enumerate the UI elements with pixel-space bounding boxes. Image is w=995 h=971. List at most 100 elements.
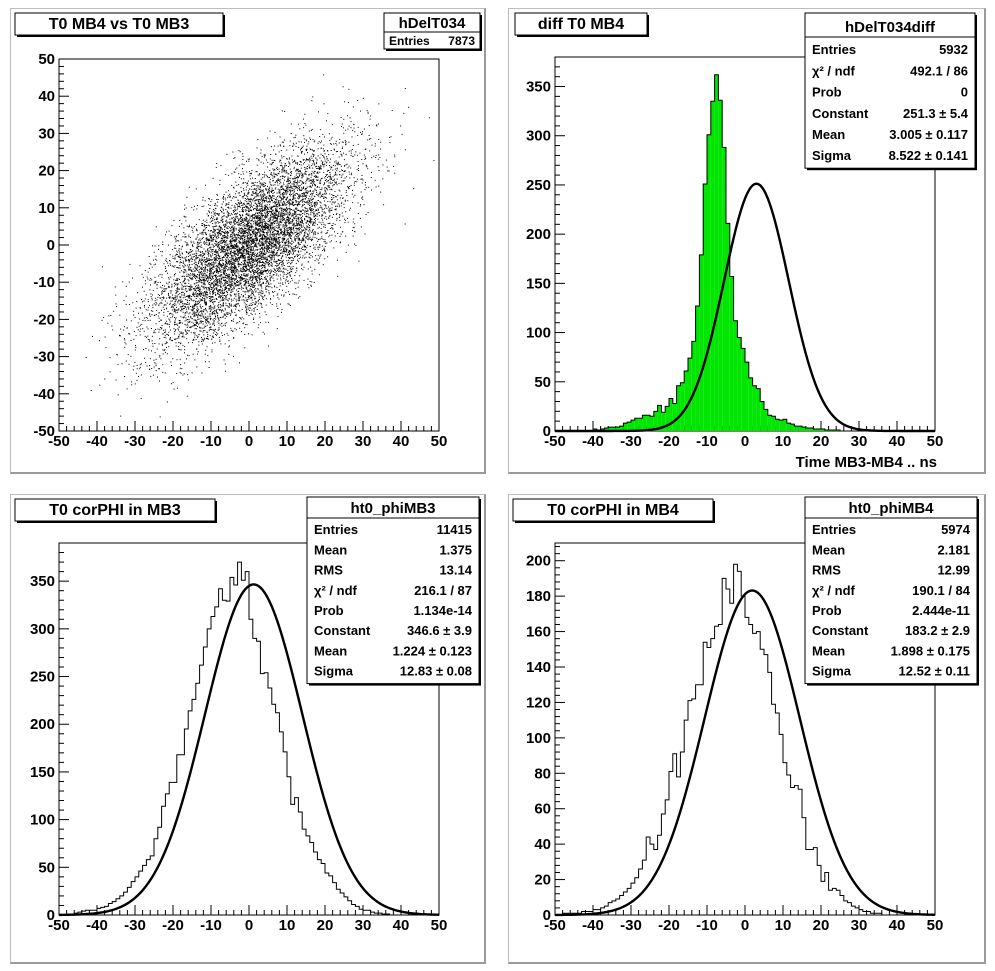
scatter-point [308,220,310,222]
scatter-point [335,214,337,215]
scatter-point [227,203,229,205]
scatter-point [305,167,307,169]
scatter-point [269,235,271,237]
scatter-point [195,321,197,323]
scatter-point [250,286,251,288]
scatter-point [293,177,295,179]
scatter-point [317,209,319,211]
scatter-point [264,250,265,252]
scatter-point [189,269,191,271]
scatter-point [239,280,241,282]
scatter-point [207,318,209,320]
scatter-point [289,228,290,230]
scatter-point [360,191,362,193]
scatter-point [132,302,134,304]
scatter-point [259,241,261,243]
scatter-point [233,230,235,232]
scatter-point [215,287,217,289]
scatter-point [219,241,221,243]
scatter-point [274,202,276,204]
scatter-point [174,318,176,320]
scatter-point [264,240,266,242]
scatter-point [247,158,249,160]
scatter-point [255,288,257,290]
scatter-point [154,352,156,354]
scatter-point [192,231,194,233]
scatter-point [260,213,262,215]
scatter-point [310,218,312,220]
scatter-point [268,247,270,248]
scatter-point [187,279,189,281]
scatter-point [203,269,205,271]
scatter-point [232,261,234,263]
scatter-point [265,270,266,272]
scatter-point [188,251,190,253]
scatter-point [183,293,185,295]
scatter-point [294,160,296,162]
scatter-point [161,290,163,292]
scatter-point [247,222,249,224]
scatter-point [237,224,239,226]
scatter-point [319,192,321,194]
scatter-point [302,230,304,232]
scatter-point [233,337,235,339]
scatter-point [244,275,246,277]
scatter-point [259,220,261,222]
scatter-point [247,214,249,216]
scatter-point [263,253,265,255]
scatter-point [175,241,177,243]
scatter-point [205,321,206,323]
scatter-point [248,260,250,262]
scatter-point [366,110,368,112]
scatter-point [343,118,345,120]
scatter-point [312,163,314,165]
scatter-point [182,288,184,290]
scatter-point [286,230,288,232]
scatter-point [147,299,149,301]
scatter-point [179,288,180,290]
scatter-point [259,313,261,315]
scatter-point [301,221,303,223]
scatter-point [285,244,287,246]
scatter-point [229,221,231,223]
scatter-point [274,222,276,224]
scatter-point [198,245,200,247]
scatter-point [301,240,302,242]
scatter-point [208,295,210,297]
scatter-point [348,141,350,143]
scatter-point [190,327,192,329]
x-tick-label: 30 [355,433,372,450]
scatter-point [231,263,233,265]
scatter-point [228,252,230,254]
scatter-point [257,261,258,263]
scatter-point [192,339,194,341]
scatter-point [309,148,311,150]
scatter-point [289,254,290,255]
scatter-point [250,245,251,247]
scatter-point [256,231,258,233]
scatter-point [300,194,302,196]
scatter-point [291,278,293,279]
scatter-point [215,213,217,215]
scatter-point [278,248,280,250]
scatter-point [242,247,244,249]
scatter-point [155,365,157,367]
scatter-point [373,155,375,157]
scatter-point [263,299,265,301]
scatter-point [295,262,297,264]
scatter-point [134,361,136,363]
scatter-point [166,297,168,299]
scatter-point [235,254,237,255]
scatter-point [202,275,204,277]
scatter-point [188,308,190,310]
scatter-point [243,173,245,175]
scatter-point [249,209,251,211]
scatter-point [354,154,356,156]
scatter-point [244,207,246,209]
scatter-point [286,231,288,233]
scatter-point [174,299,176,301]
scatter-point [362,163,364,165]
scatter-point [255,255,257,257]
scatter-point [115,303,117,305]
